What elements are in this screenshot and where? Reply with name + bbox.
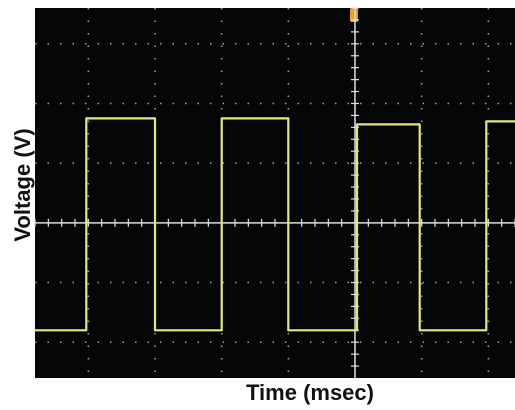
chart: Time (msec) Voltage (V)	[0, 0, 515, 410]
x-axis-label: Time (msec)	[246, 380, 374, 405]
scope-screen	[35, 8, 515, 378]
y-axis-label: Voltage (V)	[10, 128, 35, 241]
